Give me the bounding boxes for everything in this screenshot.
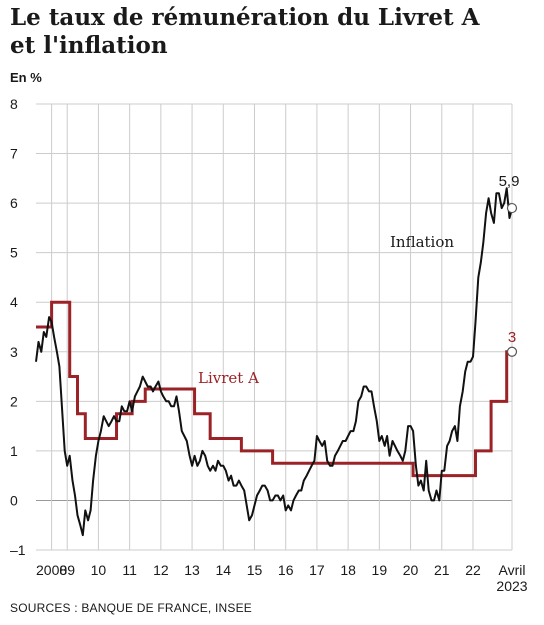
y-axis: –1 0 1 2 3 4 5 6 7 8 [10,96,26,558]
chart-title-line1: Le taux de rémunération du Livret A [10,4,480,31]
chart-title-line2: et l'inflation [10,32,168,59]
y-tick-label: 6 [10,195,18,211]
y-tick-label: –1 [10,542,26,558]
y-tick-label: 5 [10,245,18,261]
y-tick-label: 7 [10,146,18,162]
livret-a-series-label: Livret A [198,369,259,387]
livret-a-end-value: 3 [508,329,516,346]
x-tick-label: 14 [215,562,231,578]
x-tick-label: 19 [372,562,388,578]
x-tick-label: 10 [91,562,107,578]
series-group: 5,93 [35,173,520,537]
x-tick-label-year: 2023 [496,578,527,594]
x-tick-label: 20 [403,562,419,578]
y-tick-label: 8 [10,96,18,112]
y-tick-label: 3 [10,344,18,360]
y-tick-label: 0 [10,492,18,508]
x-tick-label: 12 [153,562,169,578]
source-note: SOURCES : BANQUE DE FRANCE, INSEE [10,601,252,615]
x-tick-label: 16 [278,562,294,578]
x-tick-label: 13 [184,562,200,578]
y-tick-label: 4 [10,294,18,310]
inflation-line [35,187,513,537]
annotations: Inflation Livret A [198,233,454,387]
x-tick-label: 21 [434,562,450,578]
y-tick-label: 1 [10,443,18,459]
y-tick-label: 2 [10,393,18,409]
livret-a-end-marker [506,346,518,357]
x-tick-label: Avril [499,562,526,578]
x-tick-label: 2008 [36,562,67,578]
chart-title: Le taux de rémunération du Livret A et l… [10,4,530,60]
livret-a-line [36,300,512,478]
x-tick-label: 18 [340,562,356,578]
x-tick-label: 22 [465,562,481,578]
inflation-series-label: Inflation [390,233,454,251]
x-tick-label: 17 [309,562,325,578]
y-unit-label: En % [10,70,42,85]
x-tick-label: 09 [59,562,75,578]
x-tick-label: 11 [122,562,137,578]
inflation-end-value: 5,9 [499,173,520,190]
x-tick-label: 15 [247,562,263,578]
grid [36,103,513,551]
inflation-end-marker [506,202,518,214]
